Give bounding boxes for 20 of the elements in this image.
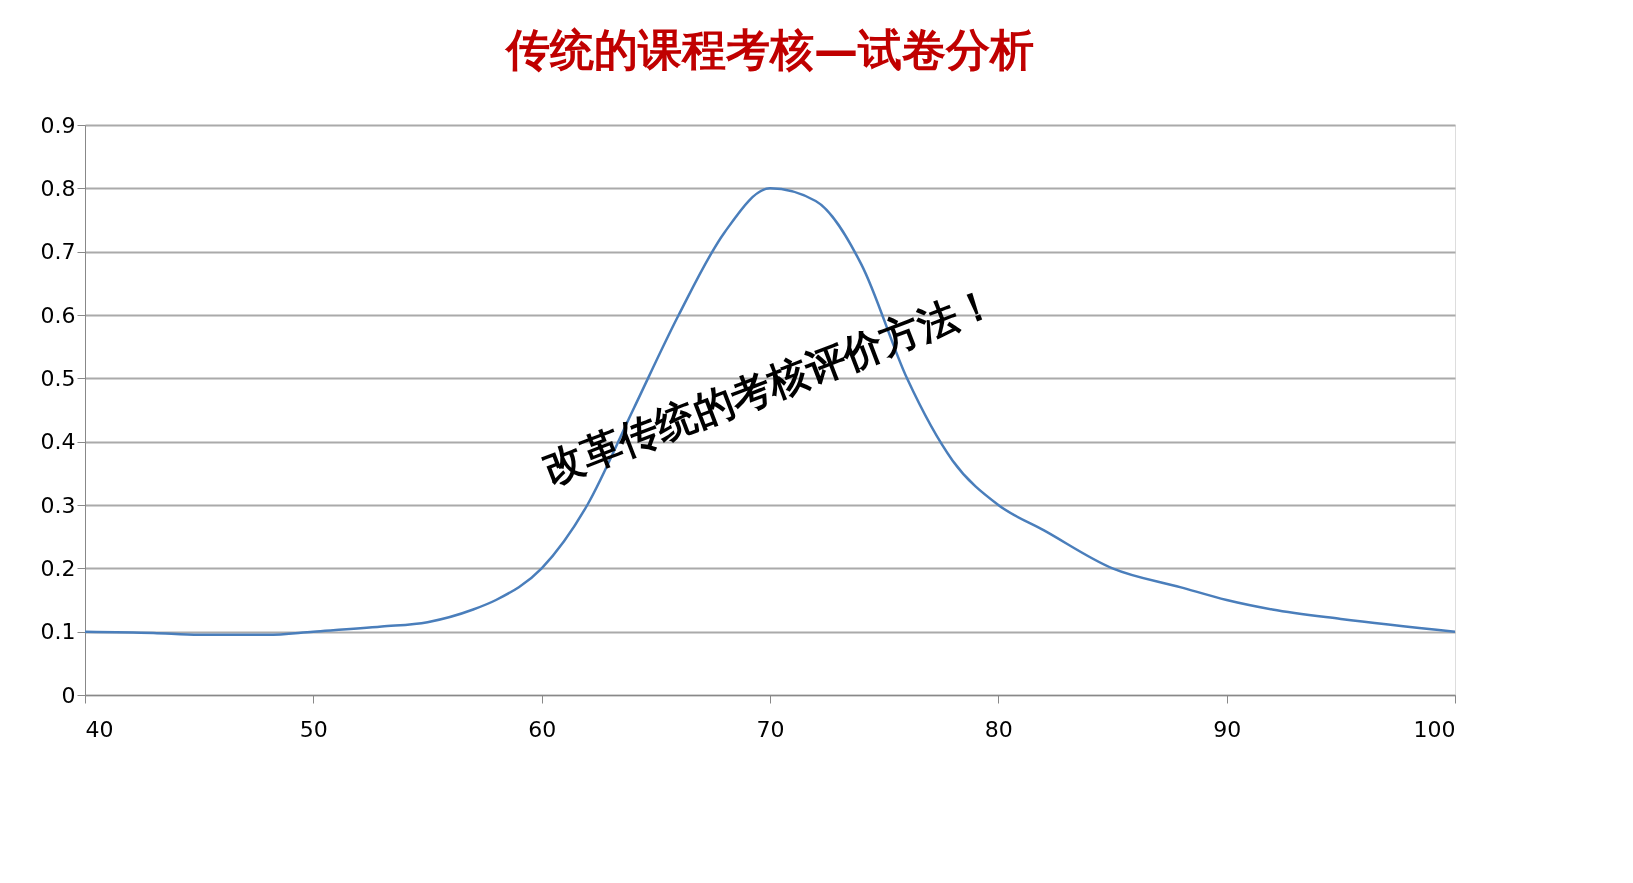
y-tick-label: 0.5 <box>40 365 76 391</box>
y-tick-label: 0.1 <box>40 619 76 645</box>
y-tick-label: 0.8 <box>40 175 76 201</box>
y-tick-label: 0.3 <box>40 492 76 518</box>
annotation: 改革传统的考核评价方法！ <box>536 277 1002 493</box>
y-tick-label: 0.6 <box>40 302 76 328</box>
x-tick-label: 100 <box>1413 716 1456 742</box>
x-tick-label: 60 <box>528 716 557 742</box>
y-tick-label: 0.7 <box>40 239 76 265</box>
x-tick-label: 80 <box>984 716 1013 742</box>
chart-title: 传统的课程考核—试卷分析 <box>504 24 1034 75</box>
x-tick-label: 70 <box>756 716 785 742</box>
line-series <box>83 187 1457 637</box>
y-tick-label: 0 <box>61 682 76 708</box>
y-tick-label: 0.2 <box>40 555 76 581</box>
x-tick-label: 90 <box>1213 716 1242 742</box>
y-tick-label: 0.4 <box>40 429 76 455</box>
x-tick-label: 50 <box>299 716 328 742</box>
y-tick-label: 0.9 <box>40 112 76 138</box>
x-tick-label: 40 <box>85 716 114 742</box>
